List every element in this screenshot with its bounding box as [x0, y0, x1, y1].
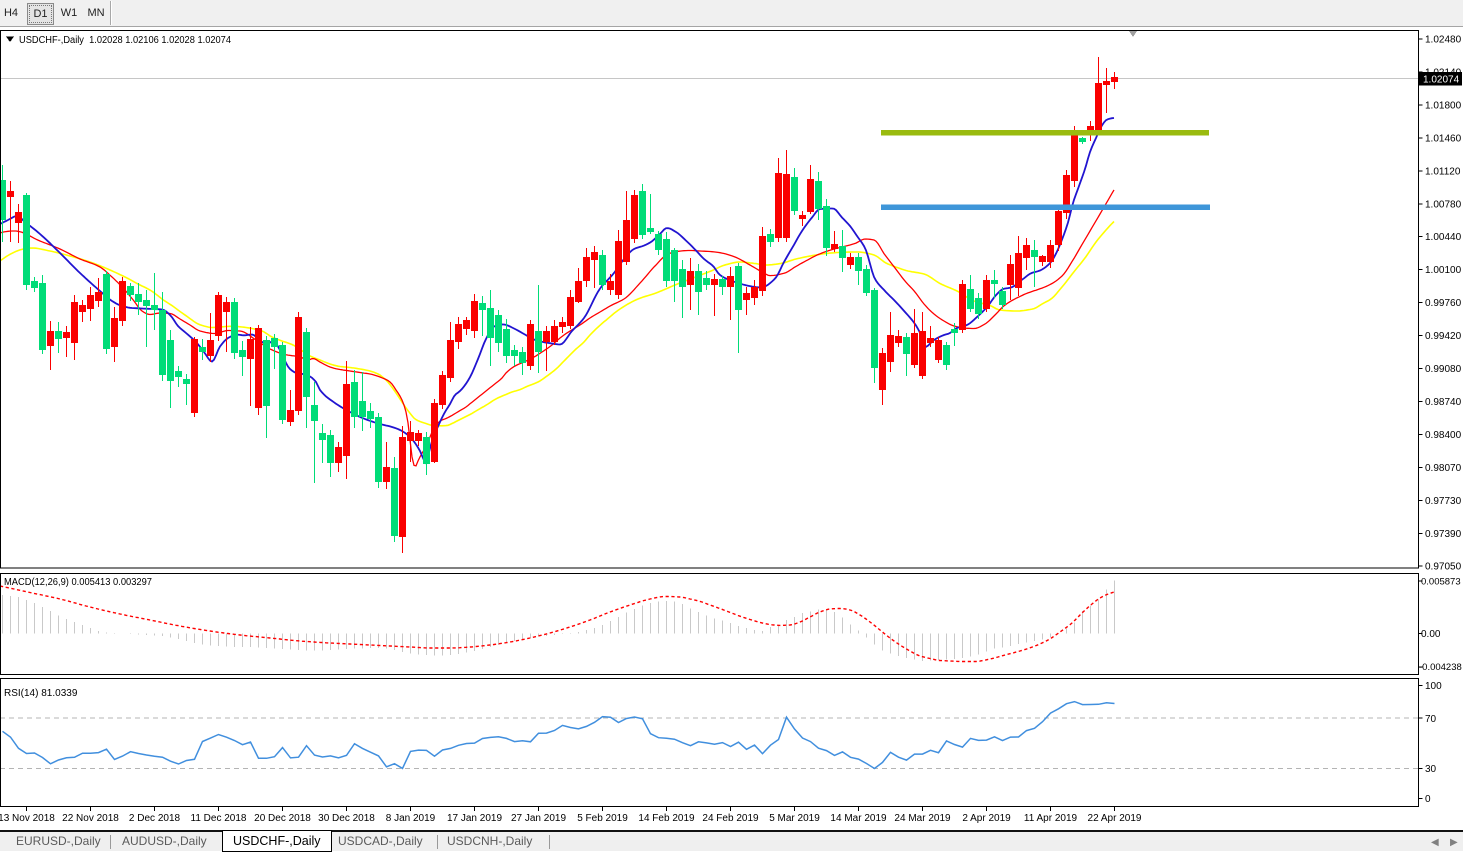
- svg-text:1.00440: 1.00440: [1425, 232, 1462, 243]
- svg-text:22 Apr 2019: 22 Apr 2019: [1088, 813, 1142, 824]
- svg-text:1.00780: 1.00780: [1425, 199, 1462, 210]
- svg-text:0.99760: 0.99760: [1425, 298, 1462, 309]
- svg-text:0.98740: 0.98740: [1425, 397, 1462, 408]
- svg-text:0.00: 0.00: [1421, 629, 1441, 640]
- svg-text:14 Feb 2019: 14 Feb 2019: [638, 813, 695, 824]
- svg-text:30 Dec 2018: 30 Dec 2018: [318, 813, 375, 824]
- svg-text:0.98400: 0.98400: [1425, 430, 1462, 441]
- svg-text:0.97730: 0.97730: [1425, 496, 1462, 507]
- svg-text:27 Jan 2019: 27 Jan 2019: [511, 813, 566, 824]
- svg-text:22 Nov 2018: 22 Nov 2018: [62, 813, 119, 824]
- svg-text:0.005873: 0.005873: [1421, 577, 1461, 588]
- svg-text:2 Dec 2018: 2 Dec 2018: [129, 813, 181, 824]
- svg-text:8 Jan 2019: 8 Jan 2019: [386, 813, 436, 824]
- svg-text:0.99420: 0.99420: [1425, 331, 1462, 342]
- svg-text:USDCHF-,Daily 1.02028 1.02106: USDCHF-,Daily 1.02028 1.02106 1.02028 1.…: [19, 35, 231, 46]
- svg-text:30: 30: [1425, 764, 1437, 775]
- svg-text:1.01460: 1.01460: [1425, 133, 1462, 144]
- svg-text:20 Dec 2018: 20 Dec 2018: [254, 813, 311, 824]
- svg-text:1.00100: 1.00100: [1425, 265, 1462, 276]
- svg-text:0: 0: [1425, 794, 1431, 805]
- svg-text:24 Feb 2019: 24 Feb 2019: [702, 813, 759, 824]
- svg-text:MACD(12,26,9) 0.005413 0.00329: MACD(12,26,9) 0.005413 0.003297: [4, 577, 152, 588]
- svg-text:5 Feb 2019: 5 Feb 2019: [577, 813, 628, 824]
- svg-text:5 Mar 2019: 5 Mar 2019: [769, 813, 820, 824]
- svg-text:100: 100: [1425, 681, 1442, 692]
- svg-text:11 Apr 2019: 11 Apr 2019: [1024, 813, 1078, 824]
- svg-text:11 Dec 2018: 11 Dec 2018: [191, 813, 247, 824]
- svg-text:2 Apr 2019: 2 Apr 2019: [962, 813, 1011, 824]
- svg-text:70: 70: [1425, 714, 1437, 725]
- svg-text:14 Mar 2019: 14 Mar 2019: [830, 813, 887, 824]
- svg-text:0.97390: 0.97390: [1425, 529, 1462, 540]
- svg-text:-0.004238: -0.004238: [1419, 662, 1462, 673]
- svg-text:1.02480: 1.02480: [1425, 35, 1462, 46]
- svg-text:13 Nov 2018: 13 Nov 2018: [0, 813, 55, 824]
- svg-text:0.98070: 0.98070: [1425, 463, 1462, 474]
- svg-text:0.99080: 0.99080: [1425, 364, 1462, 375]
- svg-text:RSI(14) 81.0339: RSI(14) 81.0339: [4, 688, 78, 699]
- svg-text:24 Mar 2019: 24 Mar 2019: [894, 813, 951, 824]
- svg-text:1.01800: 1.01800: [1425, 100, 1462, 111]
- svg-text:0.97050: 0.97050: [1425, 562, 1462, 573]
- svg-text:1.02074: 1.02074: [1423, 75, 1460, 86]
- svg-text:17 Jan 2019: 17 Jan 2019: [447, 813, 502, 824]
- svg-text:1.01120: 1.01120: [1425, 166, 1461, 177]
